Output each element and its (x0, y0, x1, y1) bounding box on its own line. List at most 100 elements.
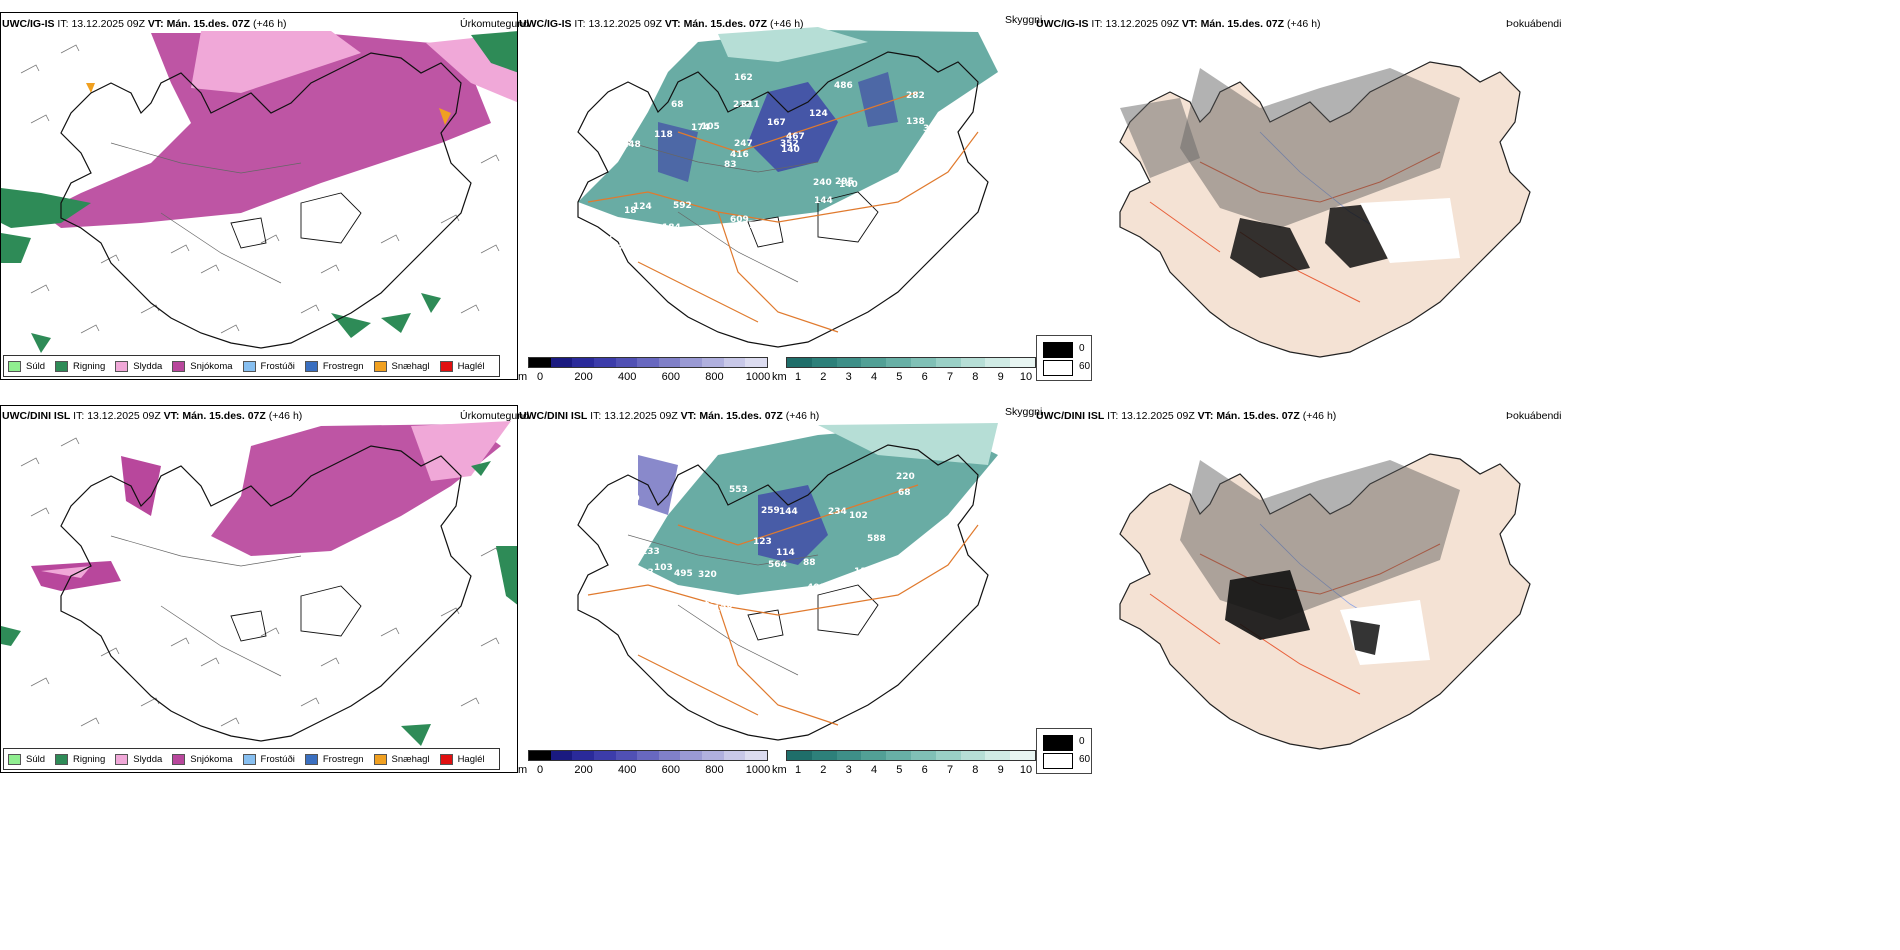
ceiling-value-label: 247 (734, 139, 753, 149)
ceiling-map-bottom: 162 103 409 689 329 190 223 320 102 259 234 170 138 5… (577, 423, 998, 741)
colorbar-segment (861, 358, 887, 367)
ceiling-value-label: 174 (691, 123, 710, 133)
fog-panel-top (1060, 28, 1550, 358)
fog-label-high: 0 (1079, 343, 1085, 354)
fog-swatch-low (1043, 753, 1073, 769)
colorbar-tick-label: 1000 (745, 371, 771, 383)
colorbar-segment (529, 751, 551, 760)
ceiling-value-label: 122 (770, 250, 789, 260)
colorbar-tick-label: 3 (845, 371, 852, 383)
visibility-unit: km (772, 764, 787, 776)
ceiling-value-label: 329 (904, 610, 923, 620)
ptype-legend-item: Frostregn (304, 753, 364, 765)
ptype-swatch (242, 360, 256, 372)
visibility-colorbar-bottom: km 1 2 3 4 5 6 7 8 9 10 (772, 750, 1037, 780)
ceiling-value-label: 140 (839, 180, 858, 190)
fog-legend-bottom: 0 60 (1036, 728, 1092, 774)
ptype-swatch (115, 360, 129, 372)
ceiling-unit: m (518, 764, 528, 776)
colorbar-segment (702, 358, 724, 367)
colorbar-tick-label: 200 (574, 764, 593, 776)
ceiling-value-label: 167 (767, 118, 786, 128)
colorbar-segment (1010, 751, 1035, 760)
colorbar-segment (723, 358, 746, 367)
ceiling-value-label: 223 (655, 617, 674, 627)
ptype-swatch (373, 753, 387, 765)
colorbar-segment (886, 751, 911, 760)
colorbar-segment (811, 358, 837, 367)
ceiling-value-label: 190 (641, 516, 660, 526)
ptype-swatch (55, 360, 69, 372)
colorbar-tick-label: 200 (574, 371, 593, 383)
colorbar-segment (745, 358, 768, 367)
colorbar-segment (1010, 358, 1035, 367)
colorbar-tick-label: 10 (1019, 764, 1033, 776)
ptype-label: Haglél (457, 753, 485, 765)
colorbar-tick-label: 4 (870, 764, 878, 776)
colorbar-segment (985, 751, 1011, 760)
title-ceiling-top: Skyggni (1005, 14, 1043, 26)
ptype-swatch (172, 753, 186, 765)
ceiling-value-label: 588 (867, 534, 886, 544)
colorbar-segment (910, 751, 936, 760)
ceiling-unit: m (518, 371, 528, 383)
header-ceiling-top: UWC/IG-IS IT: 13.12.2025 09Z VT: Mán. 15… (519, 18, 804, 30)
ceiling-value-label: 311 (741, 100, 760, 110)
ceiling-value-label: 446 (625, 594, 644, 604)
ceiling-value-label: 495 (674, 569, 693, 579)
ptype-legend-item: Rigning (55, 360, 105, 372)
ceiling-map-top: 146 148 282 83 124 108 212 167 124 105 73 184 311 467… (577, 27, 998, 348)
ptype-legend-item: Frostúði (242, 753, 295, 765)
ceiling-value-label: 68 (671, 100, 684, 110)
ptype-label: Snjókoma (190, 360, 233, 372)
header-fog-bottom: UWC/DINI ISL IT: 13.12.2025 09Z VT: Mán.… (1036, 410, 1337, 422)
ptype-swatch (304, 753, 318, 765)
visibility-ticks: 1 2 3 4 5 6 7 8 9 10 (786, 750, 1034, 780)
ptype-swatch (8, 753, 21, 765)
ptype-legend-item: Frostúði (242, 360, 295, 372)
ceiling-value-label: 138 (714, 604, 733, 614)
ceiling-value-label: 124 (633, 202, 652, 212)
ceiling-value-label: 352 (780, 139, 799, 149)
ceiling-value-label: 113 (854, 567, 873, 577)
ptype-legend-item: Snjókoma (172, 753, 233, 765)
colorbar-tick-label: 9 (997, 371, 1004, 383)
ceiling-value-label: 205 (672, 237, 691, 247)
ptype-swatch (242, 753, 256, 765)
ptype-legend-item: Snæhagl (373, 360, 430, 372)
ceiling-value-label: 102 (849, 511, 868, 521)
ceiling-value-label: 220 (896, 472, 915, 482)
colorbar-segment (658, 751, 681, 760)
ptype-label: Rigning (73, 753, 106, 765)
colorbar-segment (836, 751, 862, 760)
ptype-label: Haglél (457, 360, 485, 372)
ptype-label: Snæhagl (391, 753, 430, 765)
colorbar-tick-label: 1000 (745, 764, 771, 776)
ceiling-value-label: 240 (813, 178, 832, 188)
ceiling-value-label: 409 (807, 583, 826, 593)
colorbar-tick-label: 0 (536, 371, 544, 383)
fog-swatch-low (1043, 360, 1073, 376)
ptype-legend-item: Slydda (115, 753, 162, 765)
colorbar-segment (910, 358, 936, 367)
title-precip-top: Úrkomutegund (460, 18, 529, 30)
ceiling-value-label: 259 (761, 506, 780, 516)
title-fog-top: Þokuábendi (1506, 18, 1562, 30)
fog-swatch-high (1043, 735, 1073, 751)
ceiling-colorbar-swatches (528, 750, 768, 761)
precip-panel-bottom: Súld Rigning Slydda Snjókoma Frostúði Frostre… (0, 405, 518, 773)
colorbar-segment (550, 358, 573, 367)
colorbar-segment (637, 358, 659, 367)
ceiling-value-label: 207 (736, 221, 755, 231)
colorbar-tick-label: 600 (661, 764, 680, 776)
colorbar-segment (615, 751, 638, 760)
ceiling-value-label: 149 (609, 541, 628, 551)
colorbar-tick-label: 400 (618, 764, 637, 776)
colorbar-tick-label: 2 (820, 764, 827, 776)
ceiling-value-label: 295 (835, 177, 854, 187)
colorbar-tick-label: 3 (845, 764, 852, 776)
ceiling-colorbar-swatches (528, 357, 768, 368)
ceiling-value-label: 609 (730, 215, 749, 225)
colorbar-tick-label: 1 (794, 764, 802, 776)
ptype-label: Frostregn (322, 360, 364, 372)
